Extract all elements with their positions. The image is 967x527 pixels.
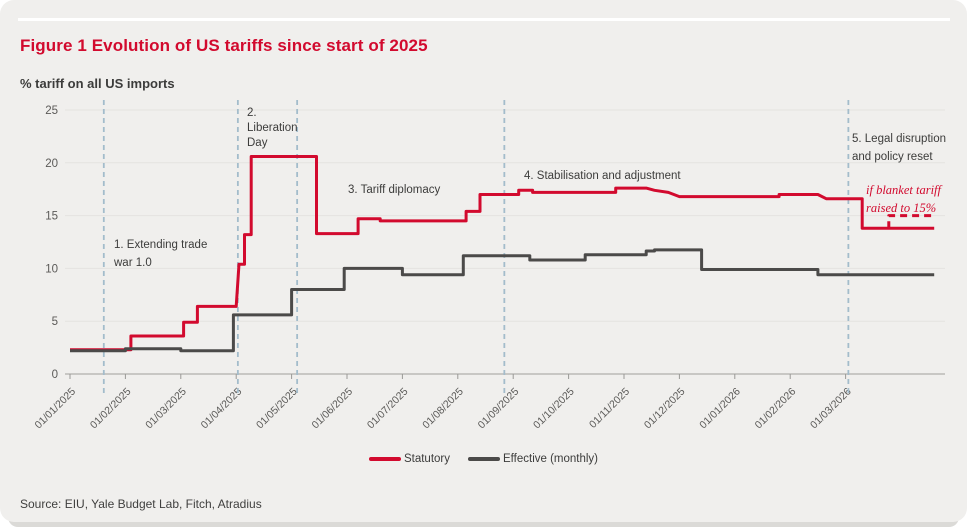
annotation-line: Liberation: [247, 122, 298, 134]
x-tick-label: 01/11/2025: [587, 386, 632, 431]
statutory-line-swatch: [368, 457, 401, 461]
x-tick-label: 01/01/2026: [697, 386, 743, 432]
annotation-phase-1: 1. Extending trade war 1.0: [114, 236, 207, 272]
annotation-phase-3: 3. Tariff diplomacy: [348, 182, 440, 199]
legend-item-statutory: Statutory: [368, 453, 450, 465]
legend-label: Statutory: [403, 453, 450, 465]
x-tick-label: 01/01/2025: [32, 386, 78, 432]
effective-line: [70, 248, 935, 353]
annotation-scenario: if blanket tariff raised to 15%: [866, 181, 941, 217]
y-tick-label-15: 15: [45, 211, 58, 223]
card-bottom-shadow: [8, 517, 959, 527]
annotation-line: 1. Extending trade: [114, 239, 208, 251]
y-tick-label-20: 20: [45, 158, 58, 170]
x-tick-label: 01/12/2025: [642, 386, 688, 432]
y-tick-label-25: 25: [45, 105, 58, 117]
annotation-phase-4: 4. Stabilisation and adjustment: [524, 168, 681, 185]
y-tick-label-0: 0: [52, 369, 58, 381]
annotation-line: and policy reset: [852, 151, 933, 163]
x-tick-label: 01/06/2025: [309, 386, 355, 432]
figure-title: Figure 1 Evolution of US tariffs since s…: [20, 36, 428, 55]
x-tick-label: 01/02/2025: [88, 386, 134, 432]
annotation-line: 2.: [247, 107, 257, 119]
annotation-line: raised to 15%: [866, 201, 937, 215]
scenario-dashed-line: [887, 214, 935, 229]
annotation-phase-2: 2. Liberation Day: [247, 106, 298, 151]
x-tick-label: 01/02/2026: [753, 386, 799, 432]
annotation-line: 5. Legal disruption: [852, 133, 946, 145]
annotation-line: war 1.0: [114, 257, 152, 269]
x-tick-label: 01/05/2025: [254, 386, 300, 432]
legend-label: Effective (monthly): [503, 453, 599, 465]
source-note: Source: EIU, Yale Budget Lab, Fitch, Atr…: [20, 497, 262, 511]
top-divider-rule: [18, 18, 950, 21]
y-tick-label-10: 10: [45, 263, 58, 275]
legend-item-effective: Effective (monthly): [468, 453, 598, 465]
annotation-line: Day: [247, 137, 268, 149]
x-tick-label: 01/09/2025: [476, 386, 522, 432]
x-tick-label: 01/07/2025: [365, 386, 411, 432]
chart-legend: Statutory Effective (monthly): [0, 453, 967, 465]
annotation-line: 3. Tariff diplomacy: [348, 184, 441, 196]
statutory-line: [70, 155, 935, 352]
annotation-line: 4. Stabilisation and adjustment: [524, 170, 681, 182]
annotation-phase-5: 5. Legal disruption and policy reset: [852, 130, 946, 166]
x-tick-label: 01/10/2025: [531, 386, 577, 432]
y-axis-title: % tariff on all US imports: [20, 76, 175, 91]
annotation-line: if blanket tariff: [866, 183, 941, 197]
x-tick-label: 01/03/2025: [143, 386, 189, 432]
x-tick-label: 01/08/2025: [420, 386, 466, 432]
effective-line-swatch: [468, 457, 500, 461]
y-tick-label-5: 5: [52, 316, 58, 328]
x-tick-label: 01/03/2026: [808, 386, 854, 432]
